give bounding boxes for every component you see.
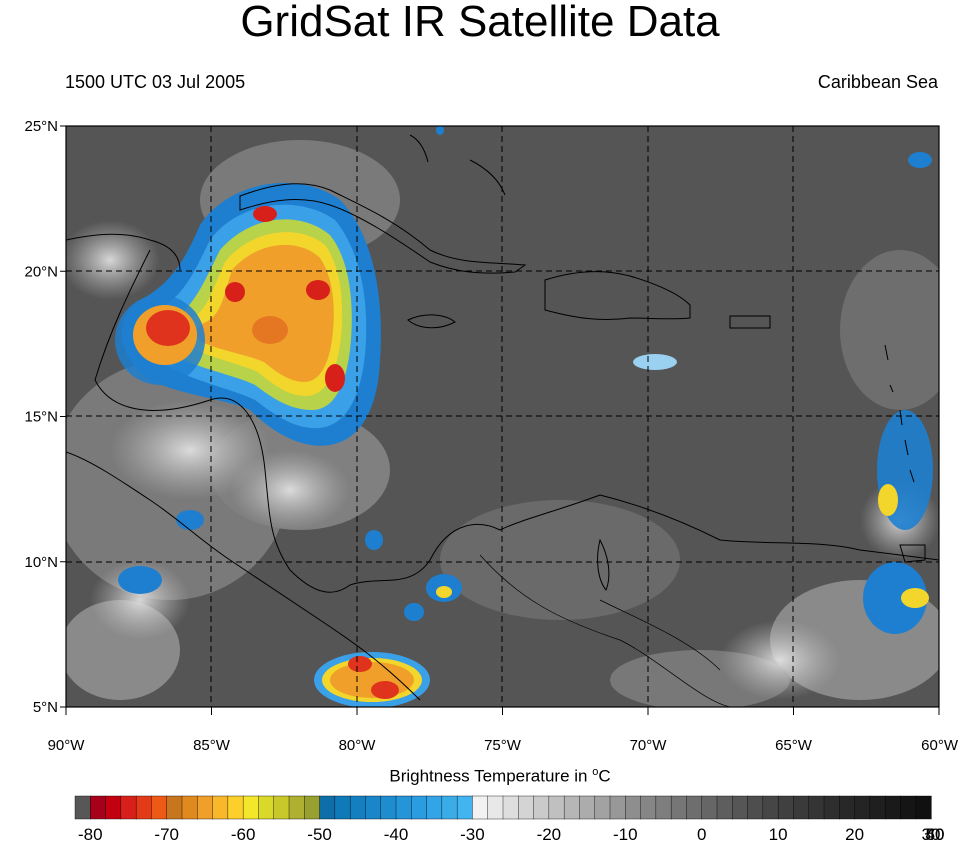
lon-tick-label: 75°W	[484, 737, 522, 754]
colorbar-swatch	[869, 795, 886, 820]
lat-tick-label: 10°N	[24, 554, 58, 571]
colorbar-swatch	[533, 795, 550, 820]
colorbar-swatch	[854, 795, 871, 820]
colorbar-swatch	[900, 795, 917, 820]
colorbar-swatch	[395, 795, 412, 820]
colorbar-tick-label: -20	[537, 825, 562, 841]
lon-tick-label: 90°W	[48, 737, 86, 754]
colorbar-tick-label: 50	[926, 825, 945, 841]
lon-tick-label: 65°W	[775, 737, 813, 754]
colorbar-swatch	[456, 795, 474, 820]
colorbar-swatch	[777, 795, 795, 820]
lat-tick-label: 15°N	[24, 409, 58, 426]
colorbar-swatch	[411, 795, 428, 820]
colorbar-tick-label: -70	[154, 825, 179, 841]
colorbar-title: Brightness Temperature in oC	[389, 766, 611, 786]
colorbar-tick-label: -10	[613, 825, 638, 841]
colorbar-swatch	[242, 795, 260, 820]
colorbar-swatch	[472, 795, 489, 820]
colorbar-swatch	[90, 795, 107, 820]
lon-tick-label: 85°W	[193, 737, 231, 754]
region-label: Caribbean Sea	[817, 72, 938, 92]
colorbar-swatch	[655, 795, 672, 820]
cloud-layer	[66, 126, 939, 707]
coastlines	[66, 134, 939, 707]
colorbar-swatch	[609, 795, 626, 820]
colorbar-swatch	[915, 795, 932, 820]
colorbar-swatch	[288, 795, 305, 820]
colorbar-swatch	[701, 795, 718, 820]
colorbar-swatch	[839, 795, 856, 820]
colorbar-tick-label: 0	[697, 825, 706, 841]
colorbar-tick-label: -80	[78, 825, 103, 841]
colorbar-swatch	[732, 795, 749, 820]
colorbar-swatch	[227, 795, 244, 820]
lon-tick-label: 70°W	[630, 737, 668, 754]
lat-tick-label: 25°N	[24, 118, 58, 135]
colorbar-swatch	[304, 795, 321, 820]
longitude-ticks: 90°W 85°W 80°W 75°W 70°W 65°W 60°W	[48, 707, 959, 754]
colorbar-tick-label: -50	[307, 825, 332, 841]
datetime-label: 1500 UTC 03 Jul 2005	[65, 72, 246, 92]
latitude-ticks: 25°N 20°N 15°N 10°N 5°N	[24, 118, 66, 716]
colorbar-tick-label: 40	[926, 825, 945, 841]
colorbar-swatch	[487, 795, 504, 820]
colorbar-swatch	[670, 795, 688, 820]
colorbar-swatch	[273, 795, 290, 820]
colorbar-tick-label: 30	[922, 825, 941, 841]
colorbar-swatch	[502, 795, 519, 820]
colorbar-swatch	[380, 795, 397, 820]
colorbar-swatch	[166, 795, 183, 820]
colorbar-tick-label: 20	[845, 825, 864, 841]
colorbar-swatch	[594, 795, 611, 820]
colorbar-swatch	[181, 795, 198, 820]
colorbar-swatch	[426, 795, 443, 820]
colorbar-swatch	[625, 795, 642, 820]
colorbar-swatch	[74, 795, 91, 820]
colorbar-swatch	[793, 795, 810, 820]
colorbar-swatch	[349, 795, 367, 820]
colorbar-swatch	[197, 795, 214, 820]
map-title: GridSat IR Satellite Data	[240, 0, 720, 46]
colorbar-tick-label: -60	[231, 825, 256, 841]
colorbar-swatch	[365, 795, 382, 820]
colorbar-swatch	[441, 795, 458, 820]
colorbar-swatch	[747, 795, 764, 820]
colorbar-swatch	[151, 795, 168, 820]
colorbar-swatch	[716, 795, 733, 820]
graticule	[66, 126, 939, 707]
colorbar-swatch	[212, 795, 229, 820]
colorbar-swatch	[334, 795, 351, 820]
colorbar-swatch	[823, 795, 840, 820]
lon-tick-label: 60°W	[921, 737, 959, 754]
colorbar-tick-label: -40	[384, 825, 409, 841]
colorbar-swatch	[884, 795, 902, 820]
colorbar-swatch	[808, 795, 825, 820]
colorbar-swatch	[686, 795, 703, 820]
colorbar-swatch	[105, 795, 122, 820]
colorbar-swatch	[319, 795, 336, 820]
colorbar-swatch	[258, 795, 275, 820]
colorbar-tick-label: 10	[769, 825, 788, 841]
colorbar-swatch	[120, 795, 137, 820]
lat-tick-label: 5°N	[33, 699, 58, 716]
colorbar-swatch	[518, 795, 535, 820]
colorbar-swatch	[548, 795, 565, 820]
colorbar-swatch	[135, 795, 153, 820]
colorbar-tick-label: -30	[460, 825, 485, 841]
lon-tick-label: 80°W	[339, 737, 377, 754]
colorbar-swatch	[640, 795, 657, 820]
lat-tick-label: 20°N	[24, 263, 58, 280]
colorbar-swatch	[579, 795, 596, 820]
colorbar-swatch	[563, 795, 581, 820]
colorbar-swatch	[762, 795, 779, 820]
